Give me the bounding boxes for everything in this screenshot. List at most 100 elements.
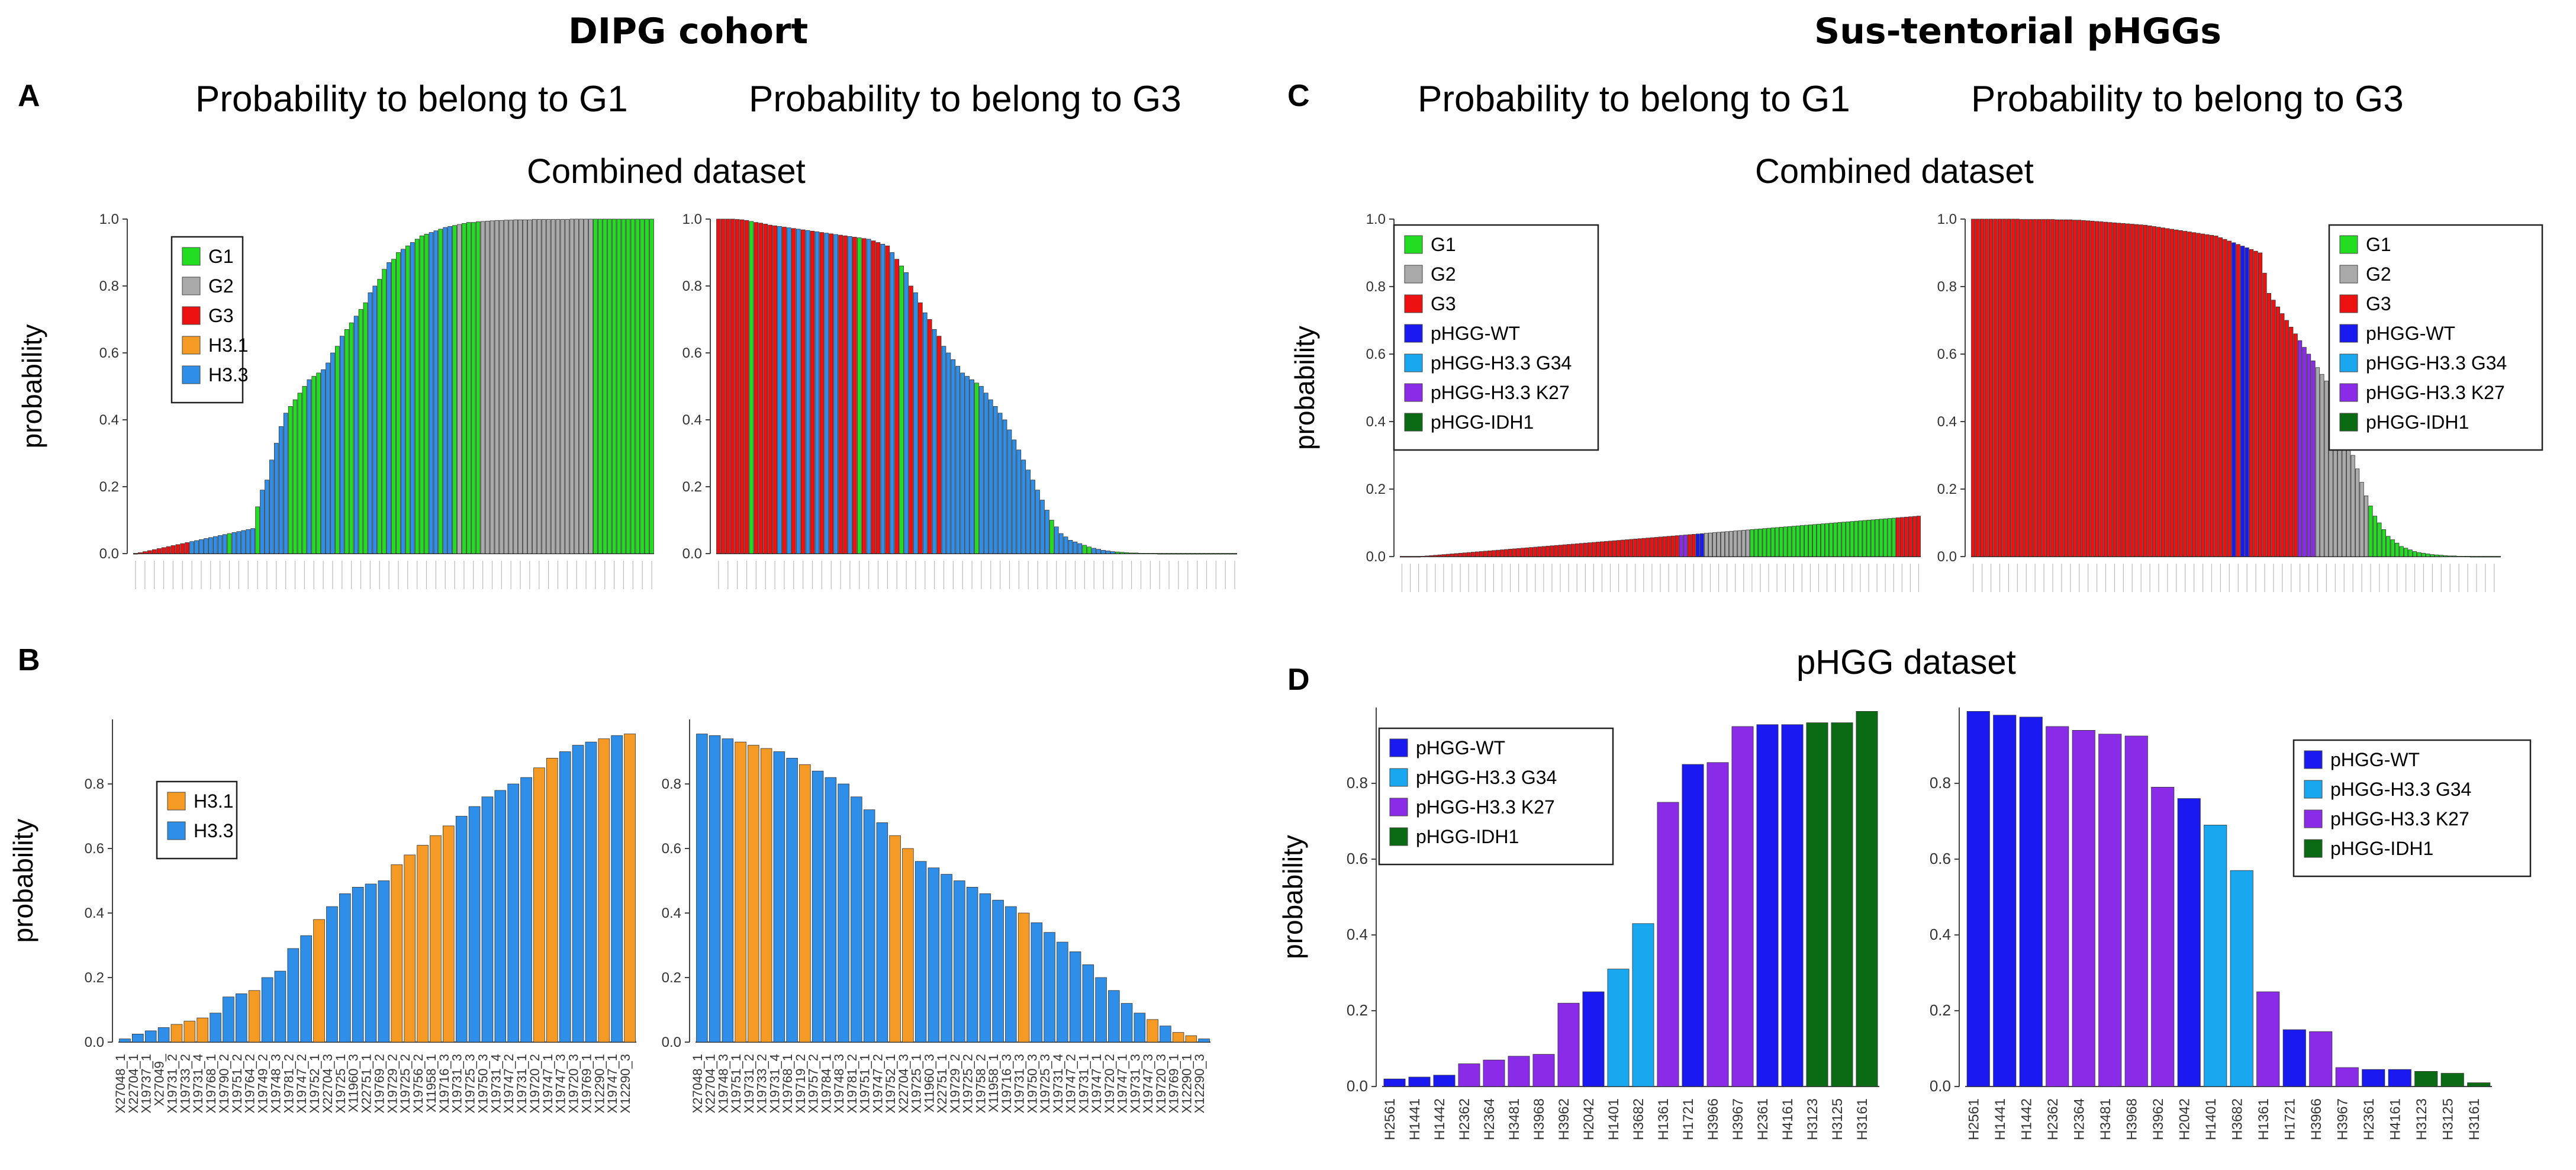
- x-tick-label: X19733_2: [755, 1054, 769, 1113]
- x-tick-label: X19725_1: [909, 1054, 924, 1113]
- bar: [1516, 548, 1521, 557]
- bar: [1012, 439, 1017, 554]
- bar: [490, 220, 495, 554]
- x-tick-label: H1401: [2203, 1098, 2219, 1140]
- bar: [1993, 218, 1998, 557]
- legend-label: pHGG-IDH1: [2330, 838, 2433, 859]
- y-tick-label: 0.8: [682, 278, 702, 294]
- bar: [1110, 551, 1115, 554]
- bar: [1695, 533, 1700, 557]
- bar: [2236, 244, 2240, 557]
- bar: [1143, 553, 1148, 554]
- bar: [236, 993, 247, 1043]
- x-tick-label: X12290_3: [1192, 1054, 1207, 1113]
- bar: [772, 225, 777, 554]
- x-tick-label: X27048_1: [690, 1054, 705, 1113]
- bar: [302, 386, 307, 554]
- bar: [786, 758, 798, 1043]
- bar: [1806, 722, 1828, 1087]
- subtitle-a-g1: Probability to belong to G1: [195, 79, 628, 120]
- x-tick-label: H2362: [1457, 1098, 1473, 1140]
- bar: [2320, 374, 2324, 557]
- subtitle-c-g3: Probability to belong to G3: [1971, 79, 2404, 120]
- y-tick-label: 0.0: [1937, 549, 1957, 565]
- y-tick-label: 0.2: [662, 970, 681, 986]
- bar: [2177, 798, 2201, 1087]
- bar: [2094, 221, 2100, 557]
- heading-left: DIPG cohort: [568, 11, 809, 52]
- bar: [2187, 232, 2192, 557]
- bar: [739, 219, 745, 554]
- bar: [1570, 544, 1575, 557]
- bar: [1579, 543, 1583, 557]
- x-tick-label: X19729_2: [385, 1054, 400, 1113]
- bar: [372, 285, 378, 554]
- bar: [189, 541, 194, 554]
- bar: [335, 346, 340, 554]
- y-tick-label: 0.6: [682, 345, 702, 361]
- bar: [1054, 526, 1059, 554]
- bar: [1856, 711, 1878, 1087]
- x-tick-label: H2364: [1482, 1098, 1498, 1140]
- x-tick-label: X19731_3: [1128, 1054, 1142, 1113]
- bar: [1908, 516, 1912, 557]
- bar: [2134, 224, 2139, 557]
- bar: [796, 229, 801, 554]
- bar: [363, 302, 368, 554]
- bar: [585, 741, 597, 1043]
- bar: [2258, 252, 2263, 557]
- legend-swatch: [1389, 827, 1408, 846]
- bar: [1879, 519, 1883, 557]
- bar: [810, 230, 815, 554]
- bar: [941, 346, 946, 554]
- bar: [204, 538, 208, 554]
- bar: [513, 219, 518, 554]
- legend-swatch: [2339, 383, 2358, 402]
- bar: [222, 534, 227, 554]
- bar: [649, 218, 654, 554]
- bar: [602, 218, 607, 554]
- bar: [2152, 226, 2157, 557]
- bar: [838, 234, 843, 554]
- bar: [909, 285, 913, 554]
- bar: [507, 783, 519, 1043]
- bar: [339, 893, 351, 1043]
- bar: [1988, 218, 1994, 557]
- bar: [709, 735, 721, 1043]
- dataset-label-d: pHGG dataset: [1796, 643, 2016, 682]
- bar: [1629, 539, 1634, 557]
- x-tick-label: H3968: [2124, 1098, 2140, 1140]
- bar: [2435, 554, 2439, 557]
- bar: [481, 796, 494, 1043]
- x-tick-label: X19747_3: [553, 1054, 568, 1113]
- panel-letter-b: B: [18, 643, 40, 677]
- subtitle-c-g1: Probability to belong to G1: [1418, 79, 1850, 120]
- bar: [236, 531, 242, 554]
- x-tick-label: H3125: [2440, 1098, 2456, 1140]
- legend-label: pHGG-WT: [2330, 749, 2420, 770]
- bar: [2443, 555, 2448, 557]
- x-tick-label: X19731_3: [450, 1054, 465, 1113]
- bar: [1637, 538, 1642, 557]
- bar: [212, 536, 218, 554]
- bar: [532, 219, 537, 554]
- legend-label: G3: [208, 305, 234, 326]
- x-tick-label: X19748_3: [716, 1054, 730, 1113]
- bar: [227, 533, 232, 554]
- bar: [316, 372, 321, 554]
- legend-label: pHGG-H3.3 G34: [2366, 352, 2507, 374]
- x-tick-label: H2042: [2176, 1098, 2192, 1140]
- x-tick-label: X19752_1: [883, 1054, 898, 1113]
- bar: [579, 218, 584, 554]
- bar: [2015, 218, 2020, 557]
- x-tick-label: X22751_1: [359, 1054, 374, 1113]
- bar: [851, 796, 862, 1043]
- bar: [2461, 556, 2466, 557]
- bar: [748, 745, 759, 1043]
- bar: [365, 883, 377, 1043]
- x-tick-label: X22704_1: [126, 1054, 141, 1113]
- bar: [1512, 548, 1517, 557]
- bar: [1662, 536, 1667, 557]
- x-tick-label: X19768_1: [780, 1054, 795, 1113]
- bar: [208, 537, 213, 554]
